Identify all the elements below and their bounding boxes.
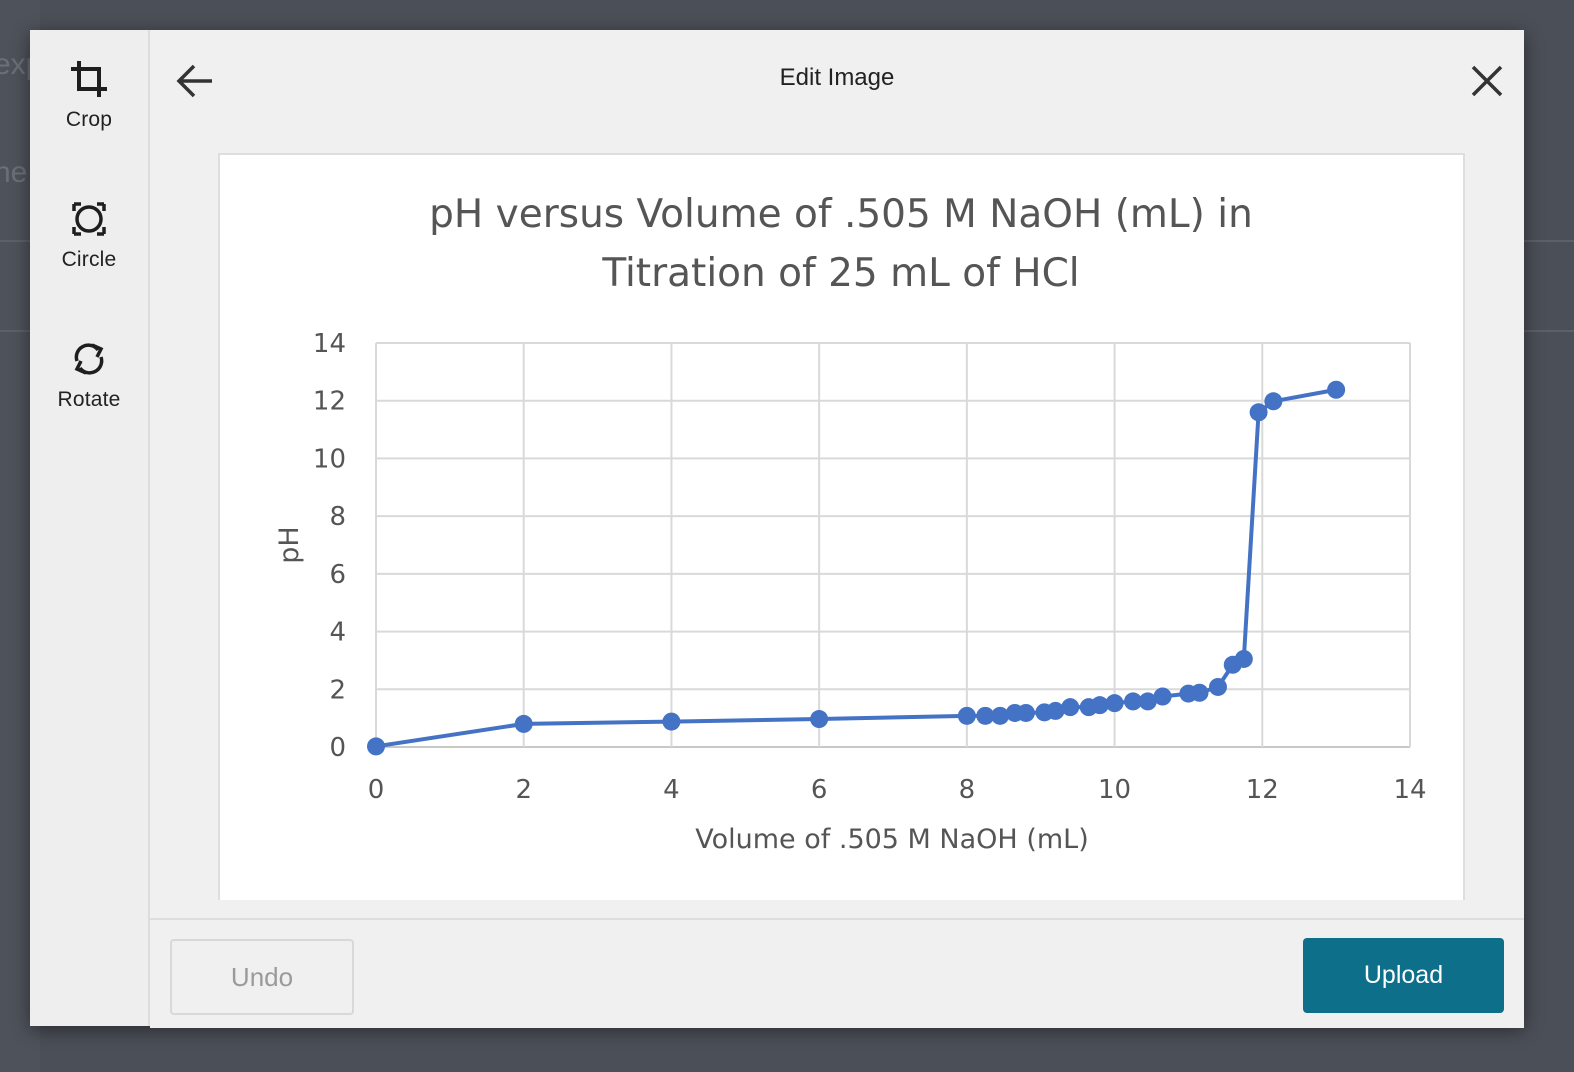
x-tick-label: 14: [1393, 775, 1426, 805]
y-tick-label: 4: [329, 618, 346, 648]
y-tick-label: 14: [313, 329, 346, 359]
rotate-icon: [74, 343, 104, 375]
rotate-tool-label: Rotate: [57, 388, 121, 411]
arrow-left-icon: [176, 64, 212, 98]
data-point: [1208, 677, 1227, 696]
y-tick-label: 10: [313, 444, 346, 474]
y-tick-labels: 0 2 4 6 8 10 12 14: [313, 329, 346, 763]
x-axis-label: Volume of .505 M NaOH (mL): [695, 824, 1088, 855]
circle-tool-button[interactable]: Circle: [30, 198, 148, 288]
image-canvas[interactable]: pH versus Volume of .505 M NaOH (mL) in …: [218, 153, 1465, 900]
edit-image-modal: Crop Circle Rotate E: [30, 30, 1524, 1028]
chart-grid: [375, 342, 1411, 748]
y-axis-label: pH: [274, 526, 305, 563]
upload-button[interactable]: Upload: [1303, 938, 1504, 1013]
modal-header: Edit Image: [150, 30, 1524, 130]
modal-footer: Undo Upload: [150, 918, 1524, 1028]
crop-tool-button[interactable]: Crop: [30, 58, 148, 148]
data-point: [1153, 687, 1172, 706]
circle-select-icon: [72, 202, 106, 236]
background-text: ne: [0, 156, 28, 189]
crop-icon: [71, 61, 107, 97]
back-button[interactable]: [172, 58, 218, 104]
titration-chart: pH versus Volume of .505 M NaOH (mL) in …: [274, 192, 1427, 855]
data-point: [1138, 692, 1157, 711]
data-point: [514, 714, 533, 733]
modal-title: Edit Image: [779, 64, 895, 91]
close-icon: [1471, 65, 1503, 97]
y-tick-label: 2: [329, 675, 346, 705]
y-tick-label: 6: [329, 560, 346, 590]
x-tick-label: 2: [515, 775, 532, 805]
data-point: [810, 710, 829, 729]
data-point: [1105, 694, 1124, 713]
data-point: [1190, 683, 1209, 702]
data-point: [1124, 692, 1143, 711]
crop-tool-label: Crop: [65, 108, 113, 131]
data-point: [991, 706, 1010, 725]
data-point: [1327, 380, 1346, 399]
circle-tool-label: Circle: [61, 248, 117, 271]
undo-button[interactable]: Undo: [170, 939, 354, 1015]
rotate-tool-button[interactable]: Rotate: [30, 338, 148, 428]
data-point: [957, 706, 976, 725]
x-tick-label: 8: [959, 775, 976, 805]
x-tick-label: 6: [811, 775, 828, 805]
data-point: [976, 706, 995, 725]
x-tick-label: 10: [1098, 775, 1131, 805]
y-tick-label: 8: [329, 502, 346, 532]
x-tick-labels: 0 2 4 6 8 10 12 14: [368, 775, 1427, 805]
x-tick-label: 4: [663, 775, 680, 805]
y-tick-label: 12: [313, 387, 346, 417]
close-button[interactable]: [1466, 60, 1508, 102]
data-point: [1046, 701, 1065, 720]
data-point: [1061, 698, 1080, 717]
tool-sidebar: Crop Circle Rotate: [30, 30, 150, 1026]
data-point: [1249, 403, 1268, 422]
data-point: [367, 737, 385, 756]
editor-main: Edit Image pH versus Volume of .505 M Na…: [150, 30, 1524, 1028]
chart-title-line-1: pH versus Volume of .505 M NaOH (mL) in: [429, 192, 1253, 237]
data-point: [662, 712, 681, 731]
data-point: [1264, 392, 1283, 411]
x-tick-label: 0: [368, 775, 385, 805]
y-tick-label: 0: [329, 733, 346, 763]
data-point: [1090, 696, 1109, 715]
data-point: [1234, 649, 1253, 668]
chart-series: [367, 380, 1346, 756]
data-point: [1016, 703, 1035, 722]
x-tick-label: 12: [1246, 775, 1279, 805]
chart-title-line-2: Titration of 25 mL of HCl: [601, 251, 1079, 296]
